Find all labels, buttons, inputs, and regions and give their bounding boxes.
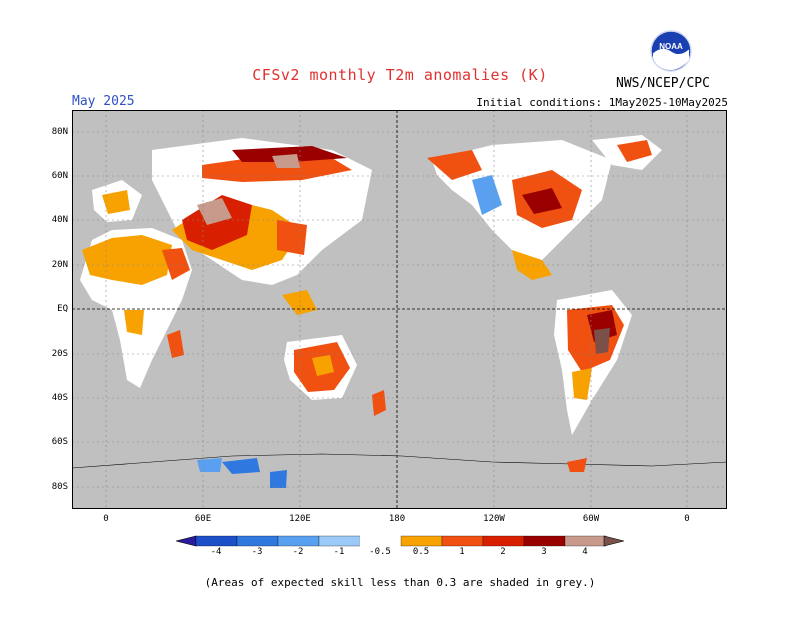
lon-label: 60E <box>194 514 212 524</box>
lon-label: 120E <box>289 514 311 524</box>
colorbar-label: -2 <box>292 547 304 557</box>
colorbar-arrow-left <box>175 535 197 547</box>
agency-label: NWS/NCEP/CPC <box>616 76 710 91</box>
colorbar-cell <box>195 535 238 547</box>
lat-label: EQ <box>57 304 68 314</box>
initial-conditions: Initial conditions: 1May2025-10May2025 <box>476 96 728 109</box>
lat-label: 60S <box>51 437 68 447</box>
lat-label: 80S <box>51 482 68 492</box>
colorbar-cell <box>564 535 607 547</box>
colorbar-cell <box>236 535 279 547</box>
colorbar-cell <box>523 535 566 547</box>
lat-label: 20N <box>51 260 68 270</box>
colorbar-label: 0.5 <box>412 547 430 557</box>
lon-label: 120W <box>483 514 505 524</box>
colorbar-label: 2 <box>500 547 506 557</box>
lat-label: 60N <box>51 171 68 181</box>
lon-label: 60W <box>582 514 600 524</box>
colorbar-label: -3 <box>251 547 263 557</box>
skill-footnote: (Areas of expected skill less than 0.3 a… <box>204 576 596 589</box>
colorbar-cell <box>400 535 443 547</box>
colorbar-cell <box>482 535 525 547</box>
colorbar-cell <box>359 535 402 547</box>
forecast-month: May 2025 <box>72 94 135 109</box>
colorbar-label: 1 <box>459 547 465 557</box>
colorbar-arrow-right <box>603 535 625 547</box>
colorbar-cell <box>318 535 361 547</box>
anomaly-map <box>72 110 727 509</box>
lat-label: 80N <box>51 127 68 137</box>
lat-label: 20S <box>51 349 68 359</box>
colorbar-label: -1 <box>333 547 345 557</box>
color-bar <box>175 535 625 547</box>
colorbar-cell <box>441 535 484 547</box>
lat-label: 40S <box>51 393 68 403</box>
map-title: CFSv2 monthly T2m anomalies (K) <box>252 66 548 84</box>
colorbar-label: -4 <box>210 547 222 557</box>
lat-label: 40N <box>51 215 68 225</box>
lon-label: 0 <box>103 514 109 524</box>
noaa-logo-icon: NOAA <box>650 30 692 72</box>
lon-label: 180 <box>388 514 406 524</box>
svg-text:NOAA: NOAA <box>659 42 683 51</box>
lon-label: 0 <box>684 514 690 524</box>
colorbar-cell <box>277 535 320 547</box>
colorbar-label: 4 <box>582 547 588 557</box>
colorbar-label: -0.5 <box>369 547 391 557</box>
colorbar-label: 3 <box>541 547 547 557</box>
